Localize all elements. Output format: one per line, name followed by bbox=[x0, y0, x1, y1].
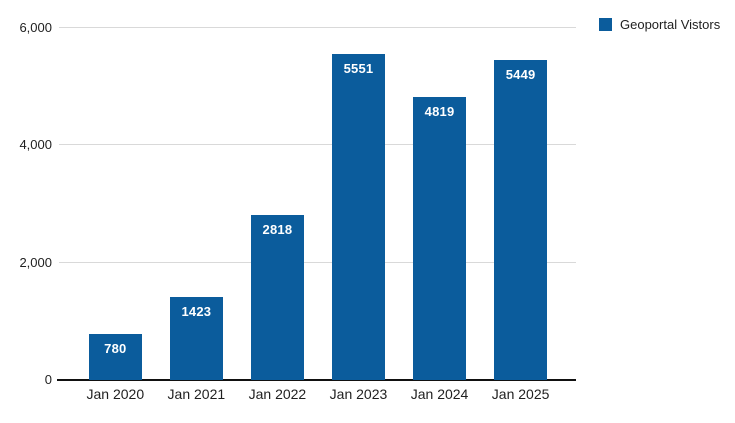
bar[interactable]: 780 bbox=[88, 334, 142, 380]
bar-value-label: 4819 bbox=[424, 104, 455, 120]
gridline bbox=[59, 261, 576, 263]
bar-value-label: 2818 bbox=[262, 221, 293, 237]
x-tick-label: Jan 2023 bbox=[329, 386, 388, 402]
legend: Geoportal Vistors bbox=[599, 17, 720, 32]
bar-value-label: 780 bbox=[104, 341, 127, 357]
bar-value-label: 1423 bbox=[181, 303, 212, 319]
y-tick-label: 6,000 bbox=[19, 20, 52, 35]
bar[interactable]: 5551 bbox=[331, 54, 385, 380]
bar-value-label: 5449 bbox=[505, 67, 536, 83]
legend-label: Geoportal Vistors bbox=[620, 17, 721, 32]
bar[interactable]: 5449 bbox=[494, 60, 548, 380]
x-tick-label: Jan 2022 bbox=[248, 386, 307, 402]
x-tick-label: Jan 2021 bbox=[167, 386, 226, 402]
y-tick-label: 0 bbox=[44, 372, 52, 387]
bar-value-label: 5551 bbox=[343, 61, 374, 77]
gridline bbox=[59, 27, 576, 28]
bar[interactable]: 2818 bbox=[250, 214, 304, 380]
x-tick-label: Jan 2025 bbox=[491, 386, 550, 402]
x-tick-label: Jan 2024 bbox=[410, 386, 469, 402]
y-tick-label: 2,000 bbox=[19, 254, 52, 270]
bar[interactable]: 4819 bbox=[413, 97, 467, 380]
gridline bbox=[59, 144, 576, 146]
y-axis: 0 2,000 4,000 6,000 bbox=[0, 20, 52, 387]
x-axis-baseline bbox=[57, 379, 576, 381]
x-tick-label: Jan 2020 bbox=[86, 386, 145, 402]
bar[interactable]: 1423 bbox=[169, 296, 223, 380]
y-tick-label: 4,000 bbox=[19, 137, 52, 153]
x-axis: Jan 2020 Jan 2021 Jan 2022 Jan 2023 Jan 2024… bbox=[59, 386, 576, 406]
legend-swatch-icon bbox=[599, 18, 612, 31]
plot-area: 780 1423 2818 5551 4819 5449 bbox=[57, 27, 576, 381]
